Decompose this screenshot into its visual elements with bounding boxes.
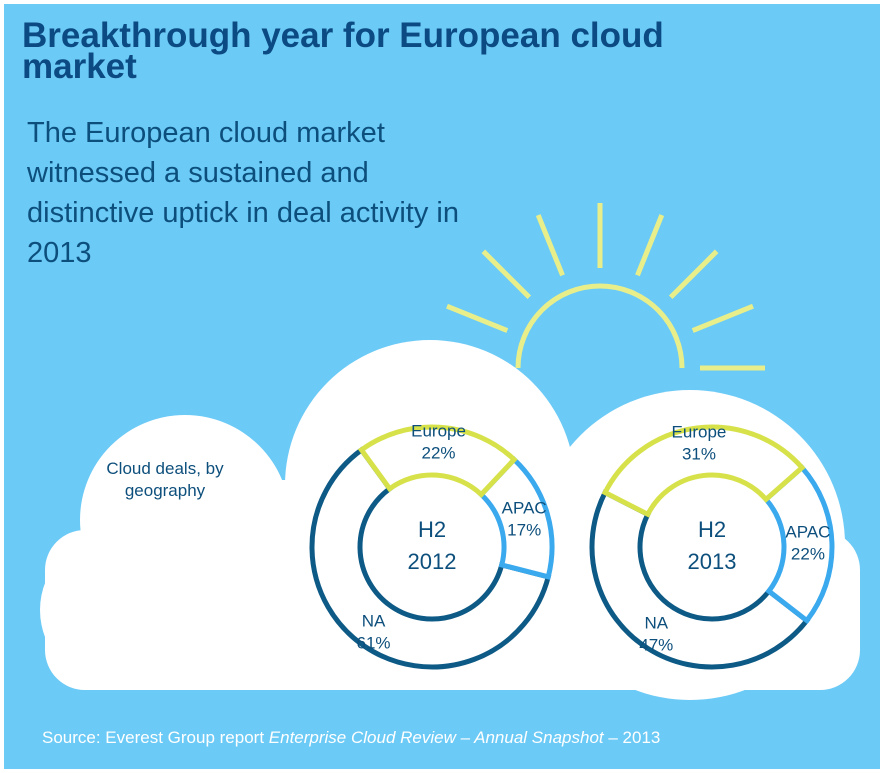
sun-ray — [481, 249, 532, 300]
sun-ray — [635, 214, 665, 277]
donut-segment — [762, 464, 835, 625]
source-report: Enterprise Cloud Review – Annual Snapsho… — [268, 728, 604, 747]
donut-segment — [589, 489, 811, 670]
sun-ray — [691, 303, 754, 333]
value-label: 22% — [791, 544, 825, 563]
subtitle: The European cloud market witnessed a su… — [27, 117, 459, 269]
donut-title: H2 2012 — [408, 517, 457, 574]
sun-ray — [668, 249, 719, 300]
donut-segment — [309, 446, 552, 670]
donut-segment — [477, 455, 555, 580]
title: Breakthrough year for European cloud mar… — [22, 16, 664, 86]
category-label: NA — [644, 613, 668, 632]
category-label: Europe — [411, 422, 466, 441]
value-label: 31% — [682, 444, 716, 463]
donut-segment — [357, 424, 518, 499]
sun-ray — [535, 214, 565, 277]
sun — [446, 203, 765, 371]
donut-title: H2 2013 — [688, 517, 737, 574]
chart-label: Cloud deals, by geography — [106, 459, 224, 500]
sun-arc — [515, 283, 685, 369]
value-label: 22% — [422, 444, 456, 463]
value-label: 17% — [507, 521, 541, 540]
category-label: Europe — [672, 422, 727, 441]
source-text: Source: Everest Group report — [42, 728, 265, 747]
category-label: NA — [362, 612, 386, 631]
category-label: APAC — [502, 499, 547, 518]
value-label: 47% — [639, 635, 673, 654]
category-label: APAC — [785, 522, 830, 541]
value-label: 61% — [357, 634, 391, 653]
source: Source: Everest Group report Enterprise … — [42, 728, 660, 748]
donut-segment — [601, 424, 806, 518]
source-year: – 2013 — [608, 728, 661, 747]
sun-ray — [446, 303, 509, 333]
